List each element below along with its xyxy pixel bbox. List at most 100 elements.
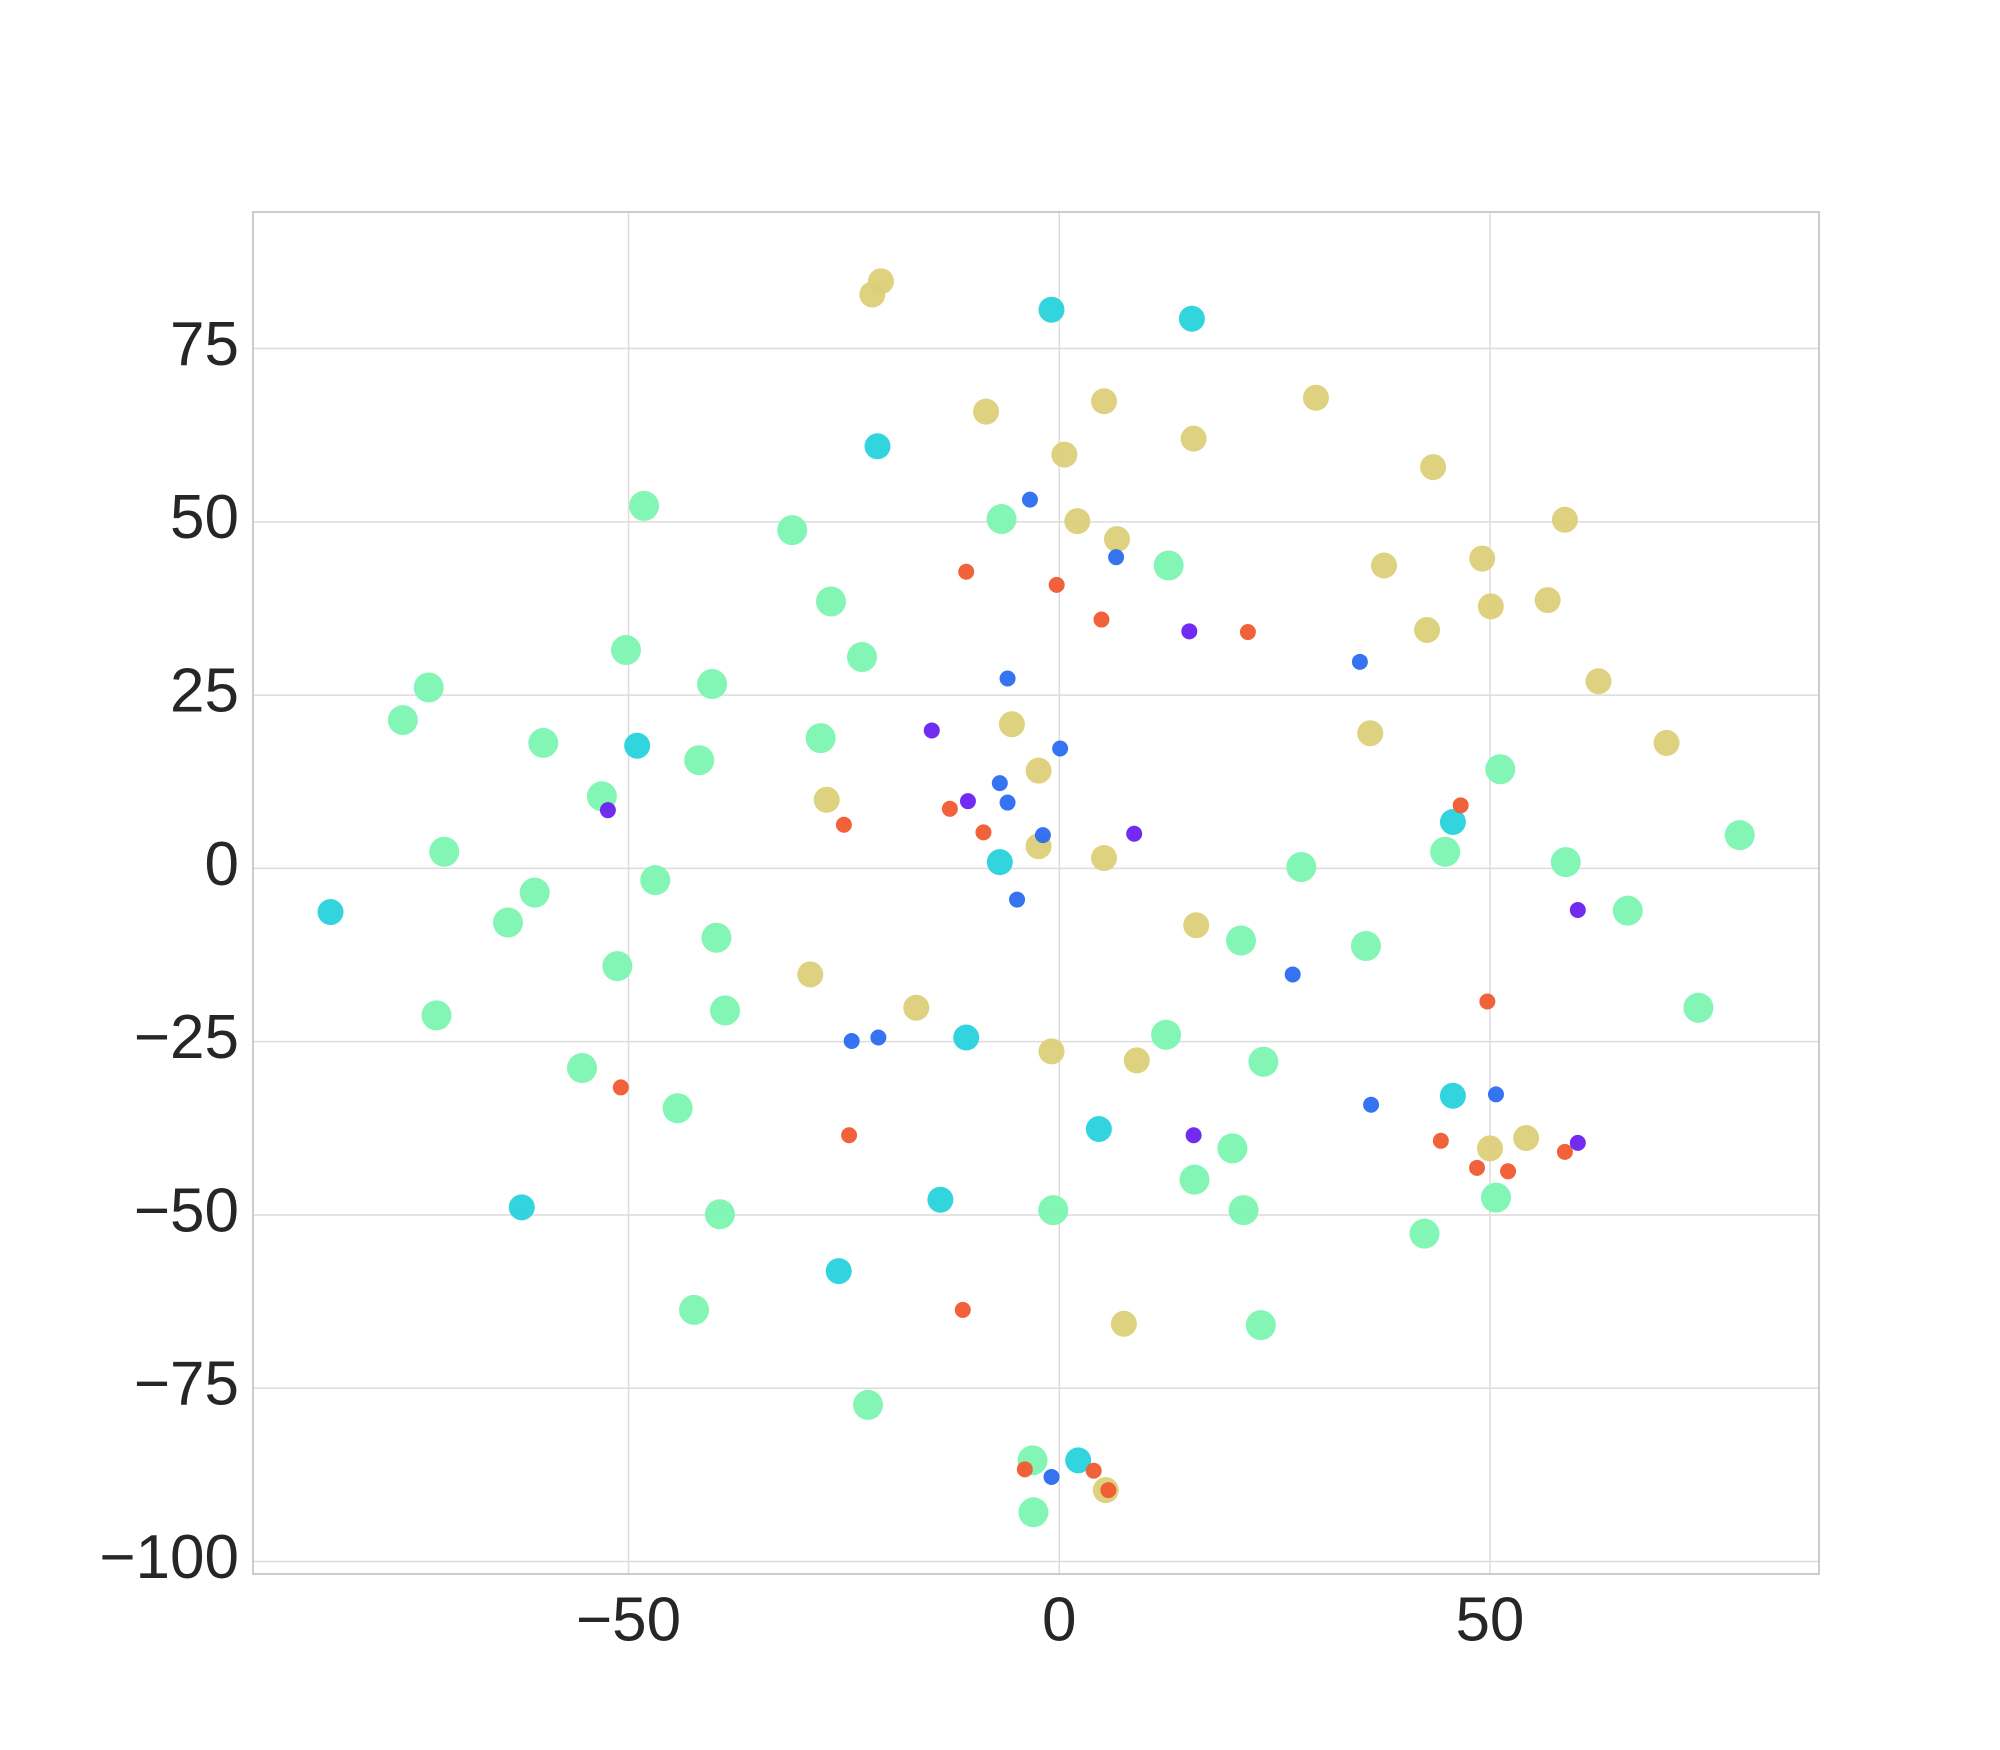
y-tick-label: 0 xyxy=(205,830,239,899)
point xyxy=(927,1186,954,1213)
point xyxy=(567,1053,598,1084)
point xyxy=(1178,305,1205,332)
point xyxy=(1183,912,1210,939)
points xyxy=(317,268,1755,1528)
point xyxy=(1021,491,1038,508)
point xyxy=(975,824,992,841)
point xyxy=(815,586,846,617)
point xyxy=(1093,611,1110,628)
grid xyxy=(253,212,1819,1574)
point xyxy=(954,1301,971,1318)
x-tick-label: −50 xyxy=(576,1585,681,1654)
point xyxy=(1487,1086,1504,1103)
y-tick-label: −75 xyxy=(134,1350,239,1419)
point xyxy=(1123,1047,1150,1074)
point xyxy=(1217,1133,1248,1164)
point xyxy=(697,669,728,700)
point xyxy=(640,865,671,896)
point xyxy=(1228,1195,1259,1226)
point xyxy=(1245,1310,1276,1341)
point xyxy=(1038,1195,1069,1226)
point xyxy=(1018,1497,1049,1528)
point xyxy=(492,907,523,938)
point xyxy=(1048,576,1065,593)
point xyxy=(1556,1143,1573,1160)
point xyxy=(317,899,344,926)
point xyxy=(1612,895,1643,926)
point xyxy=(1284,966,1301,983)
point xyxy=(1513,1125,1540,1152)
point xyxy=(602,951,633,982)
point xyxy=(923,722,940,739)
point xyxy=(1100,1482,1117,1499)
point xyxy=(1085,1116,1112,1143)
point xyxy=(953,1024,980,1051)
point xyxy=(1500,1163,1517,1180)
point xyxy=(1126,825,1143,842)
point xyxy=(986,504,1017,535)
point xyxy=(991,775,1008,792)
point xyxy=(1091,388,1118,415)
point xyxy=(1409,1218,1440,1249)
point xyxy=(1181,623,1198,640)
point xyxy=(1064,508,1091,535)
point xyxy=(1534,587,1561,614)
point xyxy=(825,1258,852,1285)
point xyxy=(835,816,852,833)
point xyxy=(1357,720,1384,747)
point xyxy=(1477,593,1504,620)
point xyxy=(1439,1082,1466,1109)
plot-frame xyxy=(252,211,1820,1575)
point xyxy=(701,922,732,953)
point xyxy=(1043,1468,1060,1485)
point xyxy=(843,1032,860,1049)
point xyxy=(986,849,1013,876)
y-tick-label: 25 xyxy=(170,656,239,725)
point xyxy=(777,515,808,546)
point xyxy=(508,1194,535,1221)
point xyxy=(1065,1447,1092,1474)
tick-labels: −50 0 50 −100 −75 −50 −25 0 25 50 75 xyxy=(99,310,1524,1654)
point xyxy=(859,281,886,308)
point xyxy=(1724,820,1755,851)
point xyxy=(1550,847,1581,878)
point xyxy=(684,745,715,776)
point xyxy=(1569,901,1586,918)
x-tick-label: 50 xyxy=(1455,1585,1524,1654)
point xyxy=(864,433,891,460)
point xyxy=(1452,797,1469,814)
point xyxy=(1585,668,1612,695)
y-tick-label: −50 xyxy=(134,1176,239,1245)
point xyxy=(999,794,1016,811)
point xyxy=(1420,454,1447,481)
point xyxy=(1350,931,1381,962)
point xyxy=(1153,550,1184,581)
point xyxy=(999,670,1016,687)
point xyxy=(1226,925,1257,956)
point xyxy=(1151,1019,1182,1050)
point xyxy=(1683,992,1714,1023)
point xyxy=(1469,1159,1486,1176)
point xyxy=(870,1029,887,1046)
point xyxy=(429,836,460,867)
point xyxy=(1485,754,1516,785)
point xyxy=(1363,1096,1380,1113)
point xyxy=(1569,1134,1586,1151)
point xyxy=(1480,1182,1511,1213)
point xyxy=(1103,526,1130,553)
point xyxy=(1432,1132,1449,1149)
point xyxy=(413,672,444,703)
point xyxy=(629,490,660,521)
point xyxy=(813,786,840,813)
point xyxy=(519,877,550,908)
point xyxy=(1476,1135,1503,1162)
x-tick-label: 0 xyxy=(1042,1585,1076,1654)
point xyxy=(1009,891,1026,908)
point xyxy=(1302,384,1329,411)
point xyxy=(704,1199,735,1230)
point xyxy=(1479,993,1496,1010)
point xyxy=(679,1294,710,1325)
point xyxy=(1038,1038,1065,1065)
point xyxy=(1179,1164,1210,1195)
point xyxy=(421,1000,452,1031)
